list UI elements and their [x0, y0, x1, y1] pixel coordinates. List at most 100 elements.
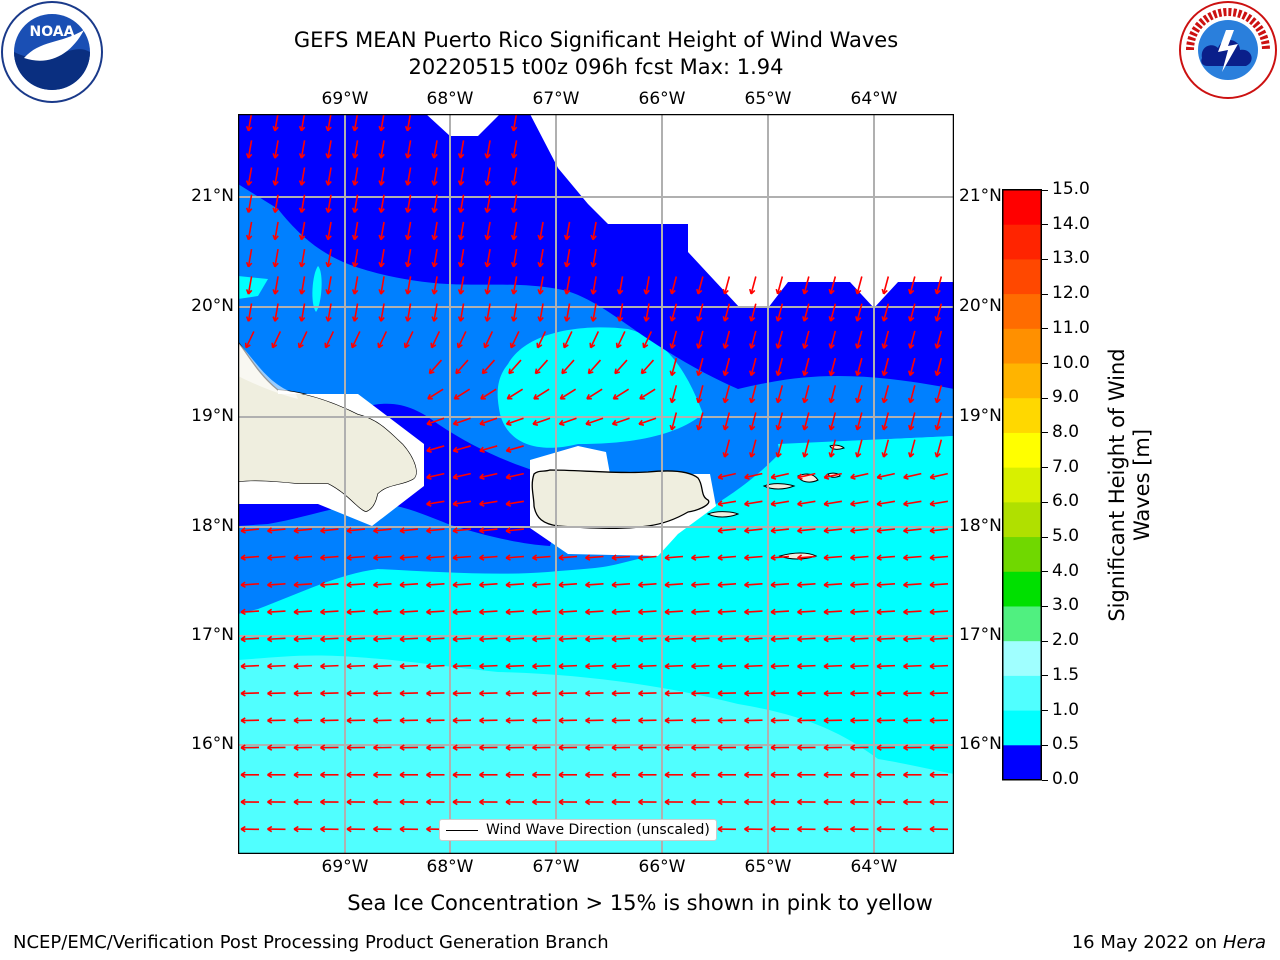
- wave-direction-arrow: [797, 500, 816, 506]
- wave-direction-arrowhead: [934, 370, 941, 377]
- wave-direction-arrowhead: [639, 393, 645, 400]
- wave-direction-arrowhead: [855, 424, 862, 431]
- wave-direction-arrow: [935, 276, 943, 295]
- wave-direction-arrowhead: [457, 153, 465, 159]
- wave-direction-arrow: [380, 248, 385, 268]
- wave-direction-arrowhead: [558, 554, 564, 561]
- wave-direction-arrowhead: [929, 500, 936, 507]
- wave-direction-arrow: [770, 528, 790, 532]
- wave-direction-arrowhead: [802, 343, 809, 349]
- colorbar-tick-mark: [1042, 328, 1048, 330]
- wave-direction-arrow: [744, 582, 763, 586]
- wave-direction-arrow: [300, 114, 306, 132]
- wave-direction-arrow: [876, 692, 896, 695]
- wave-direction-arrowhead: [717, 500, 724, 507]
- wave-direction-arrow: [803, 385, 810, 403]
- wave-direction-arrowhead: [664, 662, 670, 670]
- wave-direction-arrowhead: [881, 424, 888, 431]
- wave-direction-arrowhead: [585, 798, 591, 806]
- wave-direction-arrow: [327, 276, 332, 295]
- wave-direction-arrow: [373, 610, 392, 613]
- wave-direction-arrowhead: [240, 690, 246, 697]
- wave-direction-arrowhead: [669, 288, 676, 295]
- colorbar-tick-mark: [1042, 258, 1048, 260]
- wave-direction-arrowhead: [696, 370, 703, 377]
- wave-direction-arrowhead: [532, 798, 538, 806]
- wave-direction-arrow: [776, 439, 784, 458]
- wave-direction-arrow: [909, 357, 916, 376]
- colorbar-segment: [1003, 606, 1041, 642]
- wave-direction-arrowhead: [452, 798, 458, 806]
- wave-direction-arrow: [909, 412, 916, 431]
- wave-direction-arrow: [850, 472, 869, 479]
- colorbar-tick-mark: [1042, 710, 1048, 712]
- wave-direction-arrow: [876, 637, 896, 641]
- wave-direction-arrowhead: [903, 608, 909, 616]
- wave-direction-arrowhead: [691, 581, 697, 589]
- wave-direction-arrow: [459, 140, 465, 159]
- wave-direction-arrow: [433, 276, 438, 295]
- wave-direction-arrow: [750, 303, 757, 322]
- wave-direction-arrowhead: [505, 717, 511, 724]
- wave-direction-arrow: [406, 276, 412, 295]
- wave-direction-arrowhead: [823, 690, 829, 697]
- wave-direction-arrow: [723, 330, 731, 349]
- wave-direction-arrow: [612, 417, 630, 425]
- wave-direction-arrow: [267, 692, 286, 695]
- wave-direction-arrow: [909, 439, 916, 458]
- wave-direction-arrowhead: [426, 662, 432, 670]
- wave-direction-arrowhead: [293, 744, 299, 751]
- colorbar-label-line2: Waves [m]: [1130, 428, 1154, 542]
- wave-direction-arrow: [670, 330, 678, 349]
- wave-direction-arrow: [353, 303, 359, 322]
- wave-direction-arrowhead: [404, 316, 412, 322]
- wave-direction-arrowhead: [722, 316, 729, 322]
- wave-direction-arrow: [565, 248, 571, 268]
- wave-direction-arrowhead: [585, 662, 591, 670]
- wave-direction-arrowhead: [876, 744, 882, 751]
- wave-direction-arrowhead: [717, 717, 723, 724]
- wave-direction-arrowhead: [351, 207, 359, 213]
- wave-direction-arrowhead: [455, 368, 462, 375]
- wave-direction-arrow: [697, 303, 704, 322]
- wave-direction-arrow: [455, 359, 469, 375]
- wave-direction-arrowhead: [431, 316, 438, 322]
- wave-direction-arrowhead: [245, 261, 253, 268]
- wave-direction-arrowhead: [404, 261, 412, 268]
- colorbar-tick-label: 6.0: [1052, 491, 1080, 512]
- wave-direction-arrowhead: [881, 316, 888, 322]
- wave-direction-arrow: [776, 357, 784, 376]
- wave-direction-arrow: [585, 582, 604, 586]
- wave-direction-arrowhead: [404, 234, 412, 241]
- wave-direction-arrowhead: [717, 554, 723, 561]
- wave-direction-arrowhead: [240, 554, 246, 561]
- wave-direction-arrowhead: [744, 662, 750, 670]
- wave-direction-arrow: [823, 692, 843, 695]
- wave-direction-arrowhead: [590, 261, 597, 268]
- wave-direction-arrowhead: [823, 554, 829, 561]
- wave-direction-arrowhead: [426, 825, 432, 833]
- wave-direction-arrow: [486, 221, 491, 240]
- wave-direction-arrowhead: [320, 608, 326, 616]
- wave-direction-arrow: [426, 528, 445, 532]
- wave-direction-arrowhead: [908, 288, 915, 295]
- wave-direction-arrowhead: [320, 825, 326, 833]
- wave-direction-arrow: [823, 610, 843, 613]
- colorbar-segment: [1003, 745, 1041, 781]
- wave-direction-arrowhead: [532, 635, 538, 643]
- colorbar-segment: [1003, 537, 1041, 573]
- wave-direction-arrow: [346, 610, 366, 613]
- wave-direction-arrowhead: [510, 125, 518, 132]
- wave-direction-arrowhead: [797, 771, 803, 779]
- wave-direction-arrowhead: [855, 343, 862, 349]
- wave-direction-arrow: [929, 528, 949, 532]
- wave-direction-arrow: [930, 472, 948, 479]
- wave-direction-arrowhead: [399, 581, 405, 589]
- wave-direction-arrowhead: [749, 288, 756, 295]
- wave-direction-arrow: [426, 555, 445, 559]
- wave-direction-arrowhead: [505, 581, 511, 589]
- wave-direction-arrow: [744, 610, 763, 613]
- wave-direction-arrow: [512, 221, 518, 240]
- wave-direction-arrowhead: [797, 717, 803, 724]
- wave-direction-arrowhead: [399, 635, 405, 643]
